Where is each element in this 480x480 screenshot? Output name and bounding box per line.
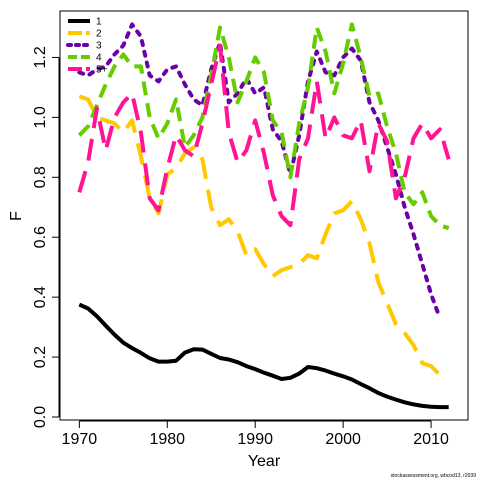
x-tick-label: 1980 [149, 431, 185, 448]
y-axis-title: F [8, 211, 25, 221]
y-tick-label: 1.0 [32, 106, 49, 128]
series-layer [77, 22, 451, 410]
series-line-4 [77, 22, 450, 231]
series-line-2 [78, 94, 442, 377]
y-tick-label: 0.2 [32, 346, 49, 368]
legend-label-2: 2 [96, 29, 102, 40]
x-tick-label: 2000 [325, 431, 361, 448]
x-axis-title: Year [248, 453, 281, 470]
y-axis: 0.0 0.2 0.4 0.6 0.8 1.0 1.2 [32, 46, 60, 428]
series-line-5 [77, 43, 451, 228]
x-tick-label: 2010 [413, 431, 449, 448]
legend-label-5: 5+ [96, 65, 108, 76]
series-line-1 [78, 302, 449, 410]
credit-text: stockassessment.org, wbcod13, r2039 [391, 473, 477, 479]
legend-label-4: 4 [96, 53, 102, 64]
y-tick-label: 0.0 [32, 406, 49, 428]
y-tick-label: 0.4 [32, 286, 49, 308]
plot-frame [59, 10, 469, 421]
legend-label-3: 3 [96, 41, 102, 52]
x-tick-label: 1990 [237, 431, 273, 448]
legend-label-1: 1 [96, 17, 102, 28]
y-tick-label: 0.6 [32, 226, 49, 248]
x-axis: 1970 1980 1990 2000 2010 [62, 420, 449, 448]
series-line-3 [77, 22, 442, 321]
y-tick-label: 1.2 [32, 46, 49, 68]
y-tick-label: 0.8 [32, 166, 49, 188]
x-tick-label: 1970 [62, 431, 98, 448]
